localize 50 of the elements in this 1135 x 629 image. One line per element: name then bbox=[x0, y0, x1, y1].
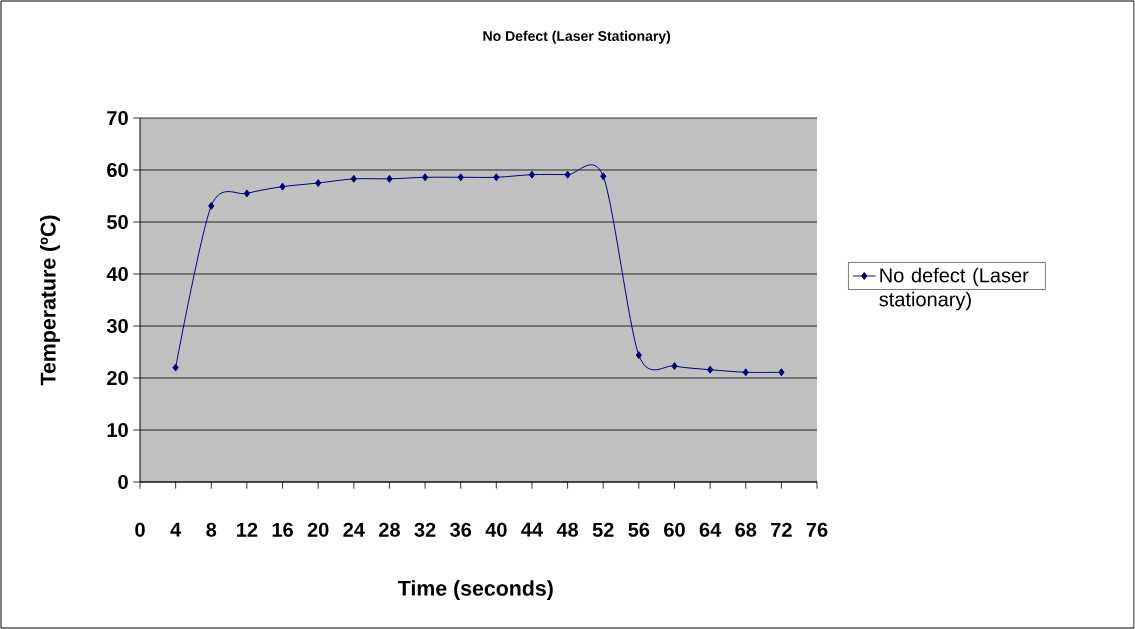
y-tick-label: 60 bbox=[107, 162, 128, 178]
point bbox=[457, 173, 464, 182]
point bbox=[778, 368, 785, 377]
point bbox=[172, 363, 179, 372]
point bbox=[528, 170, 536, 179]
x-tick-label: 60 bbox=[664, 522, 685, 537]
x-tick-label: 32 bbox=[414, 522, 436, 537]
x-tick-label: 36 bbox=[450, 522, 472, 537]
point bbox=[742, 368, 749, 377]
x-tick-label: 64 bbox=[699, 522, 722, 537]
x-tick-label: 8 bbox=[206, 522, 217, 537]
point bbox=[421, 173, 429, 182]
x-tick-label: 12 bbox=[237, 522, 258, 537]
point bbox=[243, 189, 250, 198]
point bbox=[493, 173, 500, 182]
chart-title: No Defect (Laser Stationary) bbox=[483, 30, 671, 44]
x-tick-label: 56 bbox=[628, 522, 650, 537]
point bbox=[600, 172, 607, 181]
x-tick-label: 44 bbox=[521, 522, 543, 537]
y-axis-title: Temperature (ºC) bbox=[40, 215, 60, 386]
y-tick-label: 70 bbox=[107, 110, 128, 126]
point bbox=[315, 179, 322, 187]
x-tick-label: 16 bbox=[272, 522, 293, 537]
y-tick-label: 0 bbox=[118, 474, 128, 490]
point bbox=[671, 362, 678, 371]
x-tick-label: 0 bbox=[135, 522, 145, 537]
point bbox=[564, 170, 571, 179]
x-tick-label: 52 bbox=[592, 522, 614, 537]
y-tick-label: 10 bbox=[107, 422, 128, 438]
x-tick-label: 76 bbox=[806, 522, 828, 537]
x-tick-label: 4 bbox=[170, 522, 182, 537]
x-tick-label: 40 bbox=[485, 522, 507, 537]
x-tick-label: 68 bbox=[735, 522, 757, 537]
y-tick-label: 50 bbox=[107, 214, 128, 230]
legend-label: No defect (Laser stationary) bbox=[879, 267, 1029, 311]
x-tick-label: 20 bbox=[307, 522, 329, 537]
y-tick-label: 30 bbox=[106, 318, 128, 334]
point bbox=[350, 174, 357, 183]
y-tick-label: 40 bbox=[106, 266, 128, 282]
point bbox=[279, 182, 286, 191]
x-tick-label: 48 bbox=[556, 522, 579, 537]
point bbox=[707, 365, 714, 374]
x-tick-label: 72 bbox=[771, 522, 792, 537]
point bbox=[386, 174, 393, 183]
y-tick-label: 20 bbox=[107, 370, 128, 386]
x-tick-label: 28 bbox=[379, 522, 400, 537]
x-tick-label: 24 bbox=[343, 522, 365, 537]
point bbox=[635, 351, 642, 360]
x-axis-title: Time (seconds) bbox=[398, 580, 553, 601]
point bbox=[208, 201, 215, 210]
